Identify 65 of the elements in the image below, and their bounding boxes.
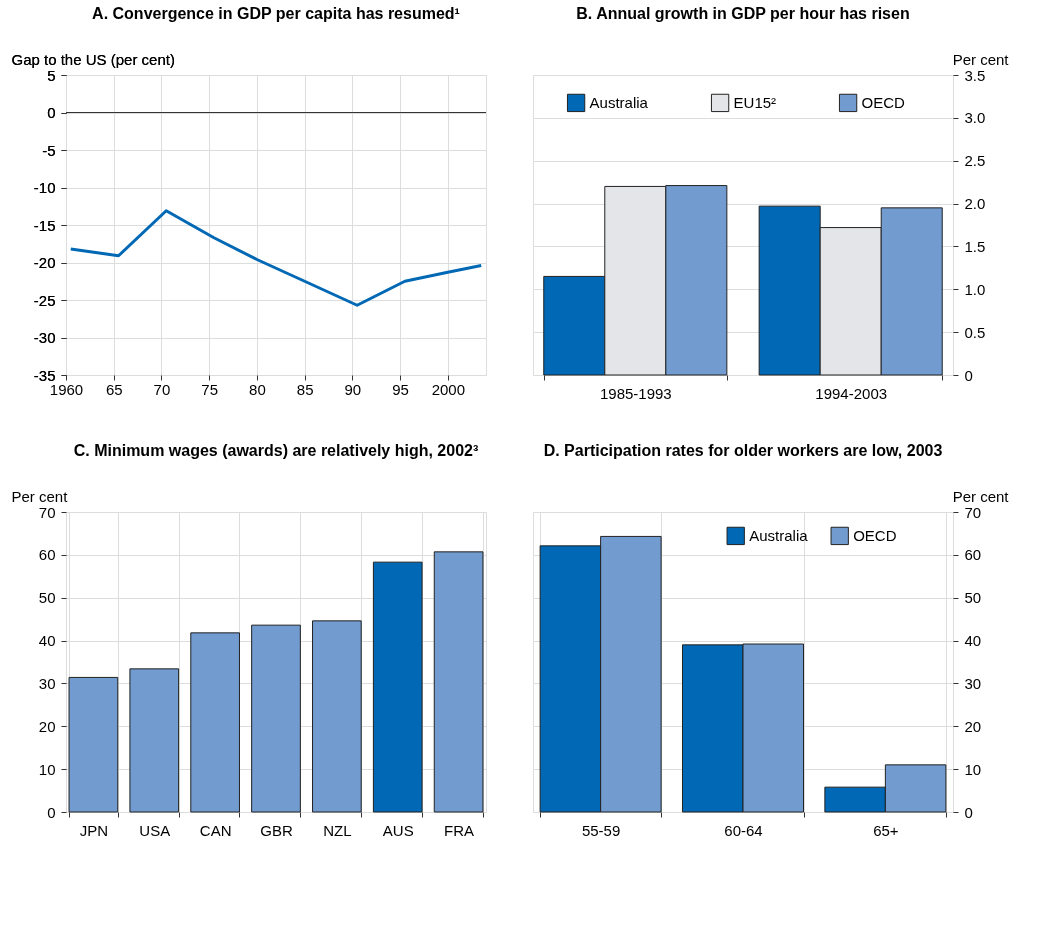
x-tick-label: 65 [105,380,123,398]
chart-title: C. Minimum wages (awards) are relatively high, 2002³ [73,442,479,459]
x-tick-label: USA [139,821,171,839]
y-tick-label: -10 [33,179,56,196]
y-tick-label: 0 [964,366,973,384]
x-tick-label: FRA [444,821,475,839]
x-tick-label: GBR [260,821,293,839]
x-tick-label: JPN [79,821,109,839]
y-tick-label: 0 [964,803,973,821]
x-tick-label: 60-64 [724,821,763,839]
y-tick-label: 20 [38,717,56,735]
x-tick-label: AUS [382,821,414,839]
y-tick-label: 2.0 [964,195,986,213]
x-tick-label: 80 [249,380,266,398]
y-tick-label: 5 [47,66,56,84]
x-tick-label: NZL [323,821,352,839]
legend-label: OECD [861,93,906,111]
y-tick-label: 70 [964,503,982,521]
x-tick-label: 85 [296,380,314,398]
y-tick-label: 20 [964,717,982,735]
y-tick-label: 40 [964,632,982,650]
y-tick-label: 50 [964,589,982,607]
y-tick-label: 3.5 [964,66,986,84]
y-tick-label: -20 [33,254,56,271]
x-tick-label: 75 [201,380,219,398]
y-tick-label: 1.0 [964,280,986,298]
legend-label: EU15² [733,93,777,111]
x-tick-label: 1994-2003 [815,384,888,402]
y-tick-label: 30 [964,674,982,692]
y-tick-label: 0 [47,104,56,121]
legend-label: OECD [853,526,897,544]
y-tick-label: 10 [964,760,982,778]
x-tick-label: 55-59 [581,821,621,839]
x-tick-label: 2000 [431,380,466,398]
y-tick-label: 0.5 [964,323,986,341]
y-tick-label: -5 [42,141,56,159]
y-tick-label: 2.5 [964,152,986,170]
chart-title: B. Annual growth in GDP per hour has risen [576,5,910,22]
y-tick-label: 30 [38,674,56,692]
y-tick-label: 10 [38,760,56,778]
y-tick-label: 0 [47,803,56,821]
y-tick-label: 70 [38,503,56,521]
y-tick-label: 60 [964,546,982,564]
y-tick-label: -30 [33,329,56,346]
y-axis-title: Per cent [952,487,1010,505]
x-tick-label: 1985-1993 [599,384,672,402]
x-tick-label: CAN [199,821,232,839]
x-tick-label: 65+ [873,821,899,839]
x-tick-label: 90 [344,380,362,398]
legend-label: Australia [589,93,649,111]
y-tick-label: -25 [33,291,56,309]
y-tick-label: 3.0 [964,109,986,127]
y-tick-label: 60 [38,546,56,564]
y-tick-label: -15 [33,216,56,234]
chart-title: A. Convergence in GDP per capita has resumed¹ [92,5,460,22]
legend-label: Australia [749,526,809,544]
y-axis-title: Per cent [952,50,1010,68]
y-tick-label: 1.5 [964,237,986,255]
y-tick-label: 40 [38,632,56,650]
chart-title: D. Participation rates for older workers are low, 2003 [543,442,943,459]
y-axis-title: Per cent [11,487,69,505]
x-tick-label: 95 [392,380,409,398]
y-tick-label: 50 [38,589,56,607]
x-tick-label: 70 [153,380,171,398]
y-axis-title: Gap to the US (per cent) [11,50,175,68]
